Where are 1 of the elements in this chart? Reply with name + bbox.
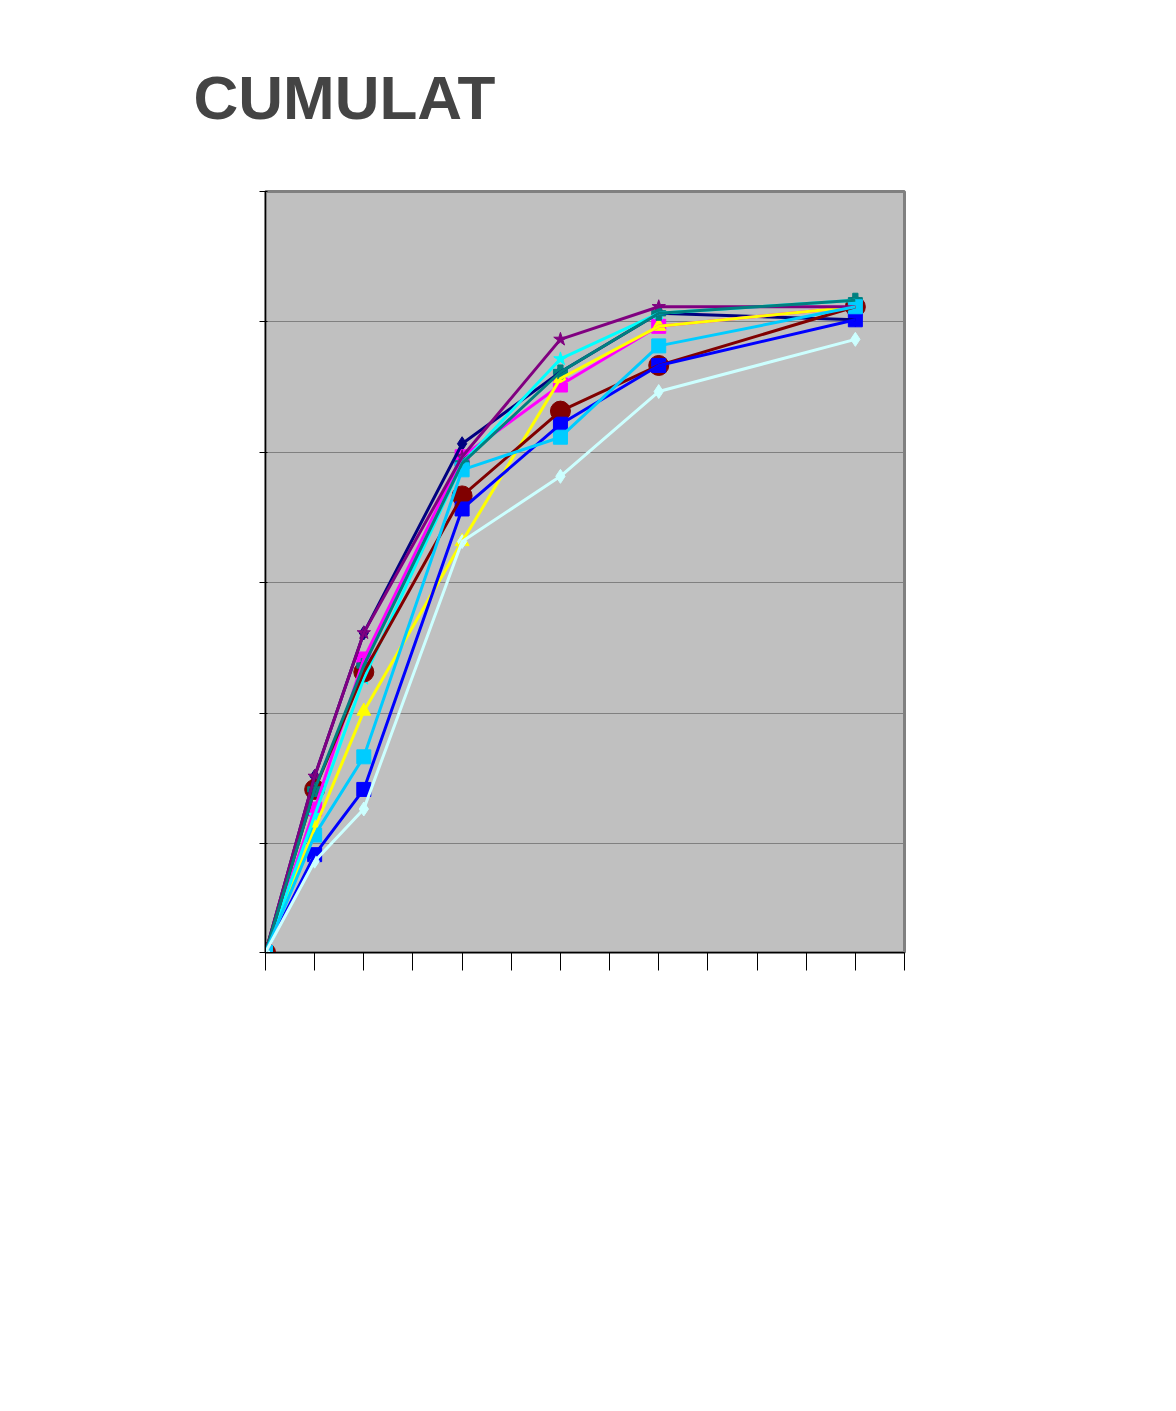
chart-title: CUMULAT — [193, 62, 496, 132]
